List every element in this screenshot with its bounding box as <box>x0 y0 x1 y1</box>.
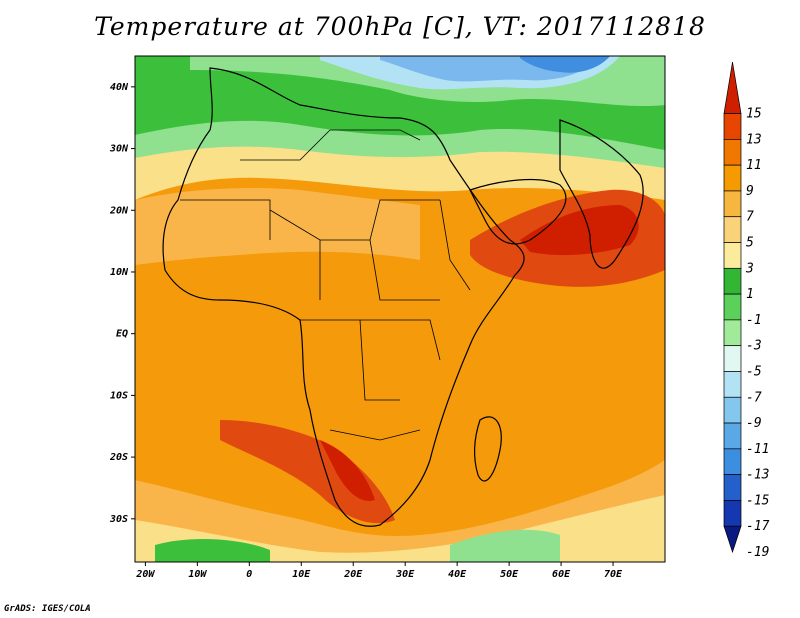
colorbar-label: -11 <box>746 442 769 457</box>
colorbar-label: 1 <box>746 287 754 302</box>
lon-tick-label: 40E <box>448 569 467 580</box>
colorbar-bottom-arrow <box>723 525 742 554</box>
arabia-coastline <box>469 178 567 245</box>
temperature-field <box>135 56 665 562</box>
colorbar-label: -1 <box>746 313 762 328</box>
colorbar-swatch <box>723 345 742 372</box>
lon-tick-label: 20W <box>135 569 155 580</box>
lon-tick-label: 10W <box>188 569 207 580</box>
colorbar-label: 13 <box>746 132 762 147</box>
field-band-mild-sahel <box>135 188 420 265</box>
colorbar-swatch <box>723 139 742 166</box>
chart-title: Temperature at 700hPa [C], VT: 201711281… <box>94 12 706 41</box>
colorbar-label: 11 <box>746 158 762 173</box>
country-borders <box>180 129 471 441</box>
india-coastline <box>559 119 644 269</box>
colorbar-label: -19 <box>746 545 769 560</box>
colorbar-swatch <box>723 242 742 269</box>
lat-tick-label: EQ <box>116 329 128 340</box>
plot-frame <box>134 55 666 563</box>
colorbar-swatch <box>723 190 742 218</box>
lon-tick-label: 50E <box>500 569 519 580</box>
colorbar-swatch <box>723 293 742 321</box>
field-hottest-southern <box>320 440 375 501</box>
colorbar-swatch <box>723 500 742 527</box>
lon-tick-label: 30E <box>395 569 415 580</box>
lat-tick-label: 20N <box>109 205 129 216</box>
colorbar-swatch <box>723 448 742 475</box>
lat-tick-label: 10S <box>110 390 128 401</box>
field-hot-southern <box>220 420 395 524</box>
colorbar-swatch <box>723 113 742 140</box>
colorbar-top-arrow <box>723 61 742 114</box>
colorbar-label: -5 <box>746 364 762 379</box>
field-band-deepblue <box>520 56 610 73</box>
lat-tick-label: 30N <box>109 144 129 155</box>
lat-tick-label: 40N <box>110 82 129 93</box>
colorbar-label: 5 <box>746 236 754 251</box>
colorbar-label: 9 <box>746 184 754 199</box>
lon-tick-label: 0 <box>246 569 252 580</box>
field-hottest-arabian <box>520 205 639 256</box>
colorbar-swatch <box>723 474 742 501</box>
madagascar-coastline <box>474 416 502 482</box>
lon-tick-label: 20E <box>343 569 363 580</box>
colorbar-swatch <box>723 371 742 398</box>
colorbar-label: 7 <box>746 210 754 225</box>
colorbar-label: -17 <box>746 519 770 534</box>
colorbar-swatch <box>723 396 742 424</box>
lat-tick-label: 20S <box>109 452 128 463</box>
colorbar-swatch <box>723 216 742 243</box>
field-band-lightgreen-south <box>450 529 560 562</box>
field-band-green-south <box>155 538 270 562</box>
axis-ticks: 20W 10W 0 10E 20E 30E 40E 50E 60E 70E 40N 30N 20N 10N… <box>109 82 623 580</box>
lon-tick-label: 70E <box>604 569 623 580</box>
coastlines <box>162 67 644 527</box>
colorbar-label: -9 <box>746 416 762 431</box>
lon-tick-label: 60E <box>552 569 571 580</box>
colorbar-swatch <box>723 164 742 192</box>
colorbar-swatch <box>723 422 742 450</box>
lat-tick-label: 30S <box>109 514 128 525</box>
africa-coastline <box>162 67 525 527</box>
colorbar-label: -7 <box>746 390 762 405</box>
colorbar-label: -3 <box>746 339 762 354</box>
colorbar-swatch <box>723 267 742 295</box>
colorbar-label: -15 <box>746 493 770 508</box>
grads-credit: GrADS: IGES/COLA <box>4 604 91 614</box>
lat-tick-label: 10N <box>110 267 129 278</box>
lon-tick-label: 10E <box>292 569 311 580</box>
colorbar: 15 13 11 9 7 5 3 1 -1 -3 -5 -7 -9 -11 -13 -15 -17 -19 <box>723 61 770 560</box>
colorbar-label: 15 <box>746 107 762 122</box>
colorbar-swatch <box>723 319 742 347</box>
colorbar-label: 3 <box>745 261 754 276</box>
colorbar-label: -13 <box>746 468 769 483</box>
